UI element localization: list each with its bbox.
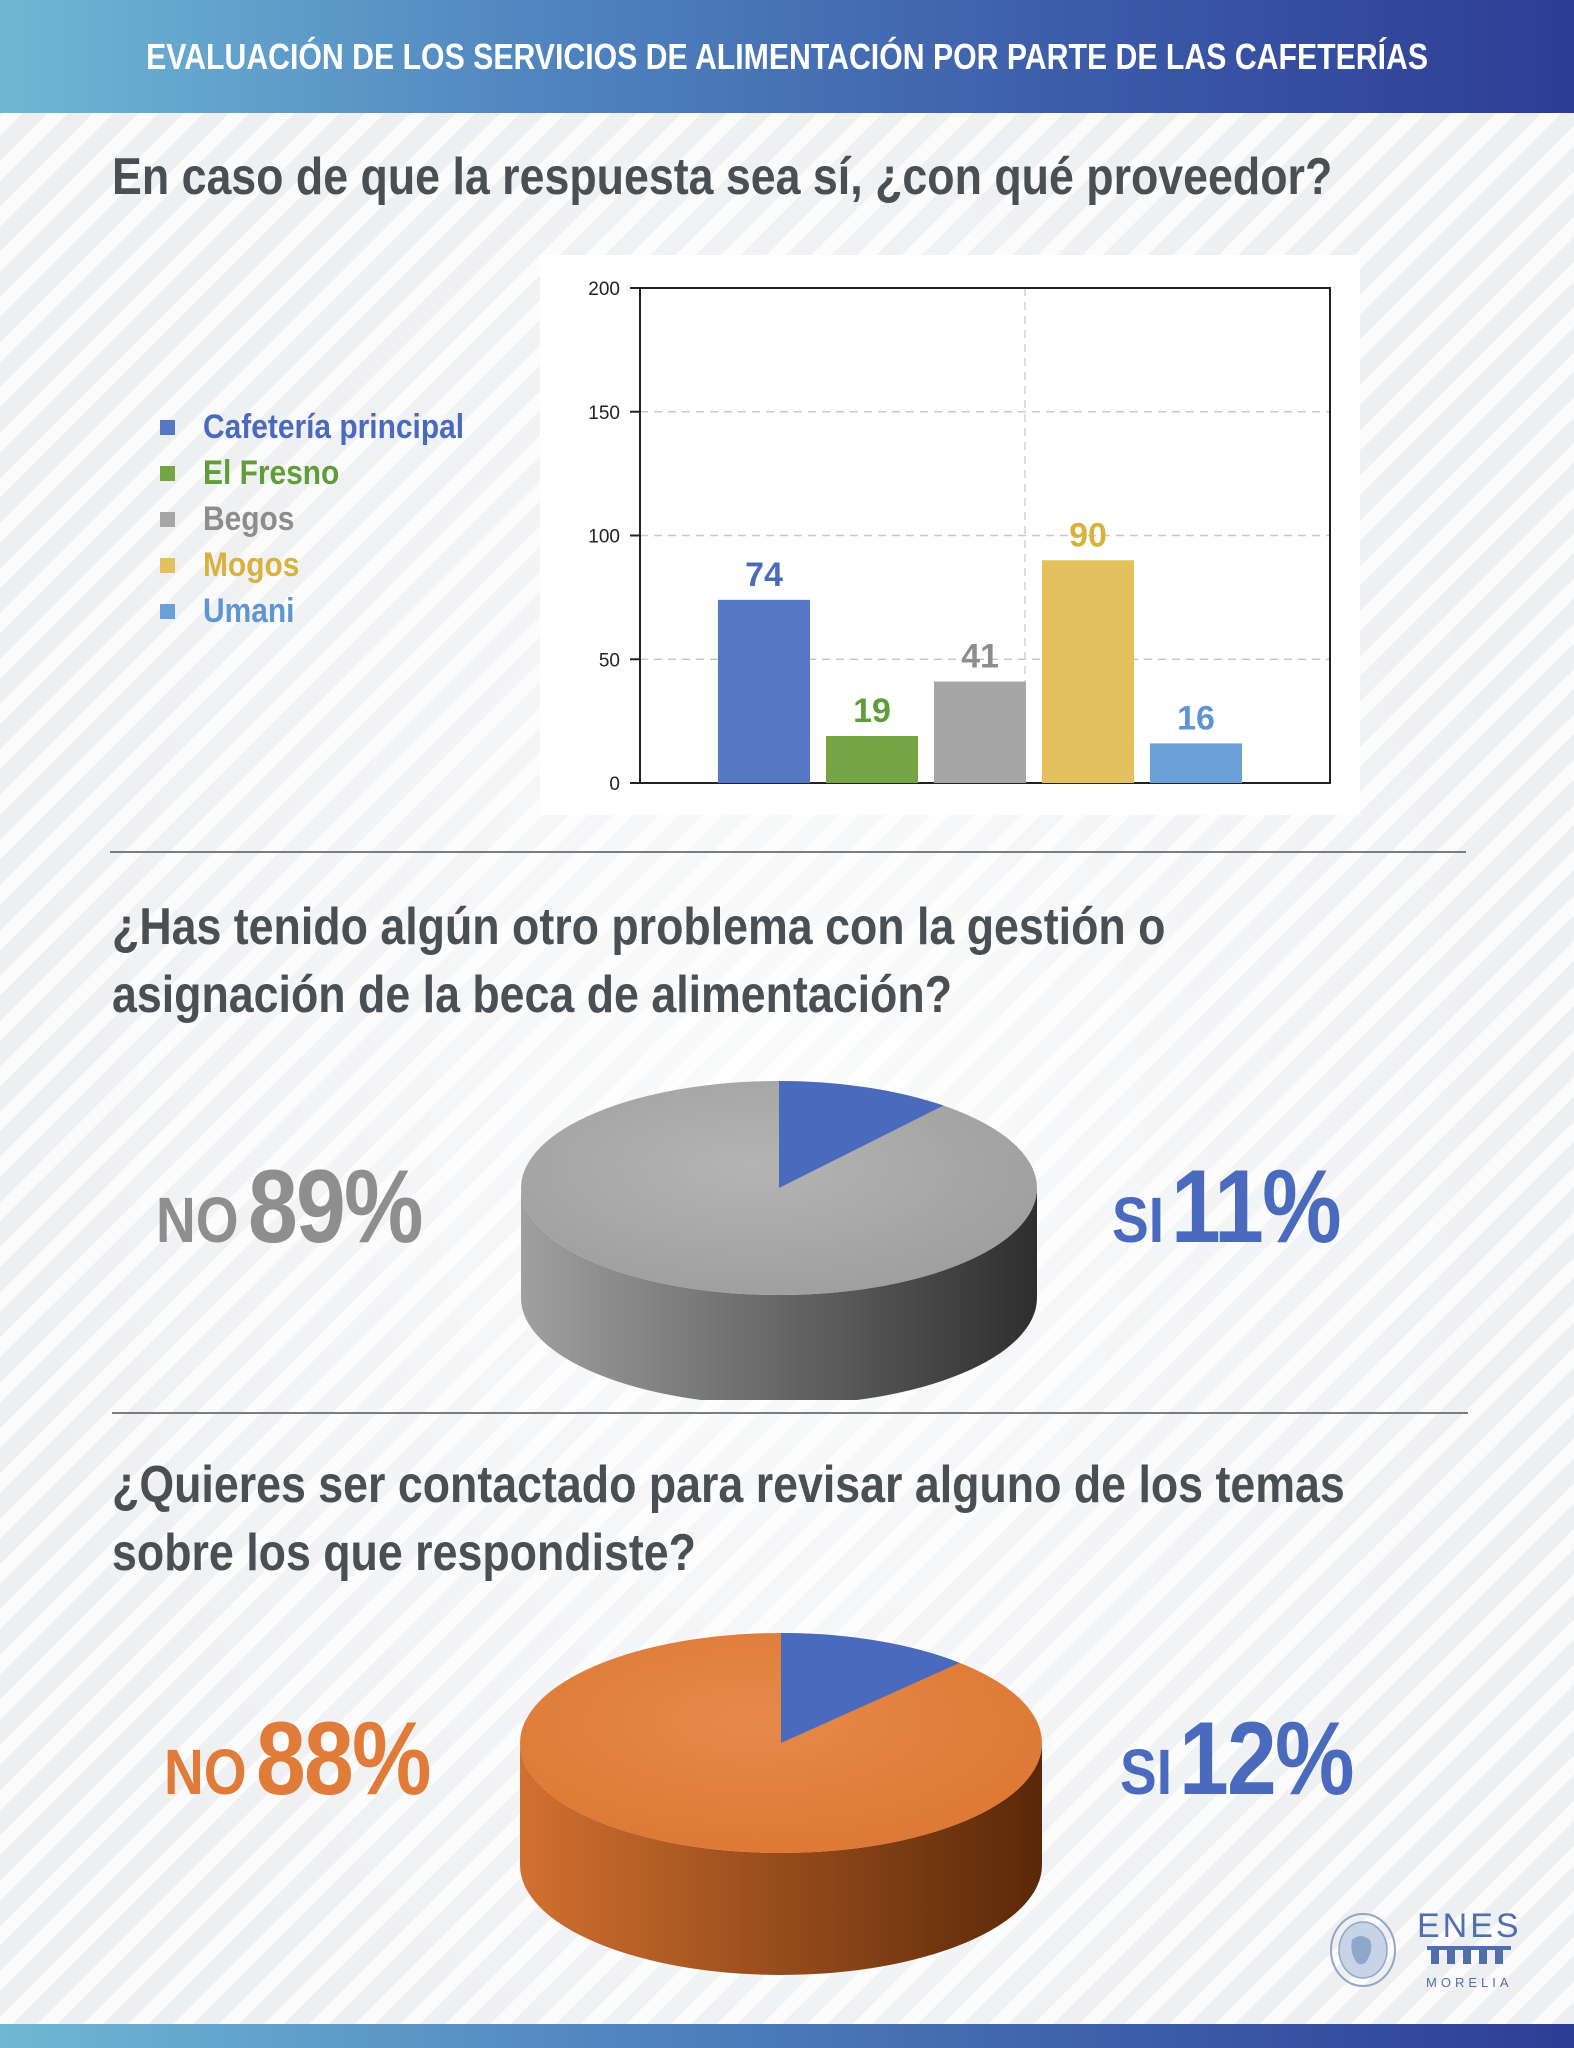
legend-label: Mogos: [203, 545, 300, 584]
pie2-si-label: SI 12%: [1120, 1700, 1381, 1819]
pie-chart-contact: [520, 1633, 1042, 1975]
unam-seal-logo: [1330, 1913, 1396, 1987]
pie1-no-value: 89%: [248, 1149, 424, 1265]
bar-value-label: 41: [961, 638, 999, 676]
question-contact-line1: ¿Quieres ser contactado para revisar alg…: [112, 1456, 1345, 1514]
header-banner: EVALUACIÓN DE LOS SERVICIOS DE ALIMENTAC…: [0, 0, 1574, 113]
legend-label: Cafetería principal: [203, 407, 465, 446]
bar-value-label: 16: [1177, 699, 1215, 737]
y-tick-label: 100: [588, 527, 620, 548]
header-title: EVALUACIÓN DE LOS SERVICIOS DE ALIMENTAC…: [146, 35, 1428, 77]
pie2-si-value: 12%: [1178, 1701, 1355, 1817]
question-contact-line2: sobre los que respondiste?: [112, 1524, 696, 1582]
question-problem-line2: asignación de la beca de alimentación?: [112, 966, 953, 1024]
bar-1: [718, 599, 810, 783]
pie1-no-word: NO: [156, 1184, 239, 1256]
bar-chart-panel: 0 50 100 150 200 74 19 41 90 16: [540, 255, 1360, 815]
section-divider-2: [112, 1412, 1468, 1414]
bar-value-label: 90: [1069, 516, 1107, 554]
legend-label: Umani: [203, 591, 295, 630]
legend-item: Umani: [160, 588, 500, 634]
section-divider-1: [110, 851, 1466, 853]
enes-logo-subtitle: MORELIA: [1426, 1975, 1513, 1990]
pie1-si-label: SI 11%: [1112, 1148, 1367, 1267]
pie2-no-value: 88%: [256, 1701, 432, 1817]
legend-item: Cafetería principal: [160, 404, 500, 450]
enes-logo-columns-icon: [1427, 1946, 1512, 1964]
y-tick-label: 150: [588, 403, 620, 424]
legend-swatch: [160, 419, 175, 435]
pie2-si-word: SI: [1120, 1736, 1173, 1808]
enes-logo: ENES MORELIA: [1417, 1908, 1522, 1990]
legend-label: El Fresno: [203, 453, 340, 492]
legend-item: El Fresno: [160, 450, 500, 496]
pie1-si-word: SI: [1112, 1184, 1165, 1256]
legend-swatch: [160, 603, 175, 619]
legend-swatch: [160, 465, 175, 481]
bar-value-label: 19: [853, 692, 891, 730]
y-tick-label: 0: [609, 774, 620, 795]
pie2-slice-si: [781, 1633, 960, 1743]
bar-4: [1042, 560, 1134, 783]
footer-bar: [0, 2024, 1574, 2048]
y-tick-label: 50: [599, 650, 620, 671]
pie2-no-label: NO 88%: [164, 1700, 459, 1819]
pie1-si-value: 11%: [1170, 1149, 1342, 1265]
pie2-no-word: NO: [164, 1736, 247, 1808]
y-tick-label: 200: [588, 279, 620, 300]
legend-swatch: [160, 557, 175, 573]
legend-swatch: [160, 511, 175, 527]
bar-3: [934, 681, 1026, 783]
question-provider: En caso de que la respuesta sea sí, ¿con…: [112, 148, 1333, 206]
legend-item: Mogos: [160, 542, 500, 588]
bar-2: [826, 735, 918, 783]
bar-chart: 0 50 100 150 200 74 19 41 90 16: [588, 279, 1331, 795]
bar-5: [1150, 743, 1242, 783]
enes-logo-name: ENES: [1417, 1907, 1522, 1945]
pie1-side-wall: [521, 1188, 1037, 1400]
pie2-side-wall: [520, 1743, 1042, 1975]
legend-item: Begos: [160, 496, 500, 542]
bar-value-label: 74: [745, 556, 783, 594]
pie1-no-label: NO 89%: [156, 1148, 451, 1267]
question-problem-line1: ¿Has tenido algún otro problema con la g…: [112, 898, 1166, 956]
bar-chart-legend: Cafetería principal El Fresno Begos Mogos Um…: [160, 404, 500, 634]
legend-label: Begos: [203, 499, 295, 538]
pie-chart-problems: [521, 1081, 1037, 1400]
pie1-slice-si: [779, 1081, 944, 1188]
